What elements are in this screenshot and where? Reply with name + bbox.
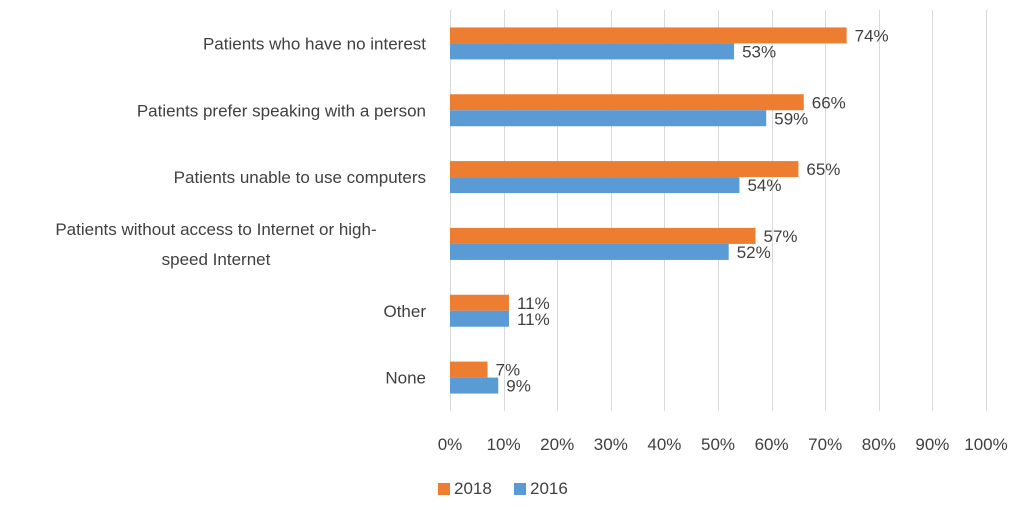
bar-2018 <box>450 27 847 44</box>
x-tick-label: 40% <box>647 435 681 454</box>
x-tick-label: 60% <box>755 435 789 454</box>
data-label-2018: 57% <box>764 227 798 246</box>
data-label-2016: 59% <box>774 109 808 128</box>
x-axis-tick-labels: 0% 10% 20% 30% 40% 50% 60% 70% 80% 90% 100% <box>438 435 1008 454</box>
bar-2018 <box>450 361 488 378</box>
x-tick-label: 10% <box>487 435 521 454</box>
legend-swatch-2016 <box>514 483 526 495</box>
x-tick-label: 20% <box>540 435 574 454</box>
legend-swatch-2018 <box>438 483 450 495</box>
category-label: Patients who have no interest <box>203 34 426 53</box>
legend: 2018 2016 <box>438 479 568 498</box>
category-label: Patients prefer speaking with a person <box>137 101 426 120</box>
bar-2016 <box>450 177 740 194</box>
legend-label-2018: 2018 <box>454 479 492 498</box>
x-tick-label: 100% <box>964 435 1007 454</box>
x-tick-label: 30% <box>594 435 628 454</box>
data-label-2016: 9% <box>506 377 531 396</box>
x-tick-label: 50% <box>701 435 735 454</box>
x-tick-label: 70% <box>808 435 842 454</box>
bars <box>450 27 847 394</box>
bar-2016 <box>450 243 729 260</box>
data-label-2018: 74% <box>855 26 889 45</box>
bar-2016 <box>450 43 735 60</box>
bar-2018 <box>450 227 756 244</box>
bar-2018 <box>450 161 799 178</box>
category-label: None <box>385 369 426 388</box>
category-labels: Patients who have no interest Patients pr… <box>55 34 426 387</box>
data-label-2018: 11% <box>517 294 550 313</box>
data-label-2018: 65% <box>806 160 840 179</box>
category-label: Patients unable to use computers <box>174 168 426 187</box>
bar-2016 <box>450 110 767 127</box>
bar-2018 <box>450 94 804 111</box>
data-label-2018: 7% <box>496 361 521 380</box>
category-label: Other <box>383 302 426 321</box>
data-label-2018: 66% <box>812 93 846 112</box>
data-label-2016: 54% <box>747 176 781 195</box>
bar-2016 <box>450 377 499 394</box>
data-label-2016: 11% <box>517 310 550 329</box>
legend-label-2016: 2016 <box>530 479 568 498</box>
bar-2016 <box>450 310 509 327</box>
category-label-line: speed Internet <box>162 250 271 269</box>
x-tick-label: 0% <box>438 435 463 454</box>
x-tick-label: 90% <box>915 435 949 454</box>
data-label-2016: 53% <box>742 42 776 61</box>
bar-2018 <box>450 294 509 311</box>
category-label: Patients without access to Internet or h… <box>55 220 376 269</box>
data-labels: 74% 53% 66%59% 65% 54% 57%52% 11%11% 7%9% <box>496 26 889 395</box>
category-label-line: Patients without access to Internet or h… <box>55 220 376 239</box>
gridlines <box>450 10 987 411</box>
x-tick-label: 80% <box>862 435 896 454</box>
data-label-2016: 52% <box>737 243 771 262</box>
